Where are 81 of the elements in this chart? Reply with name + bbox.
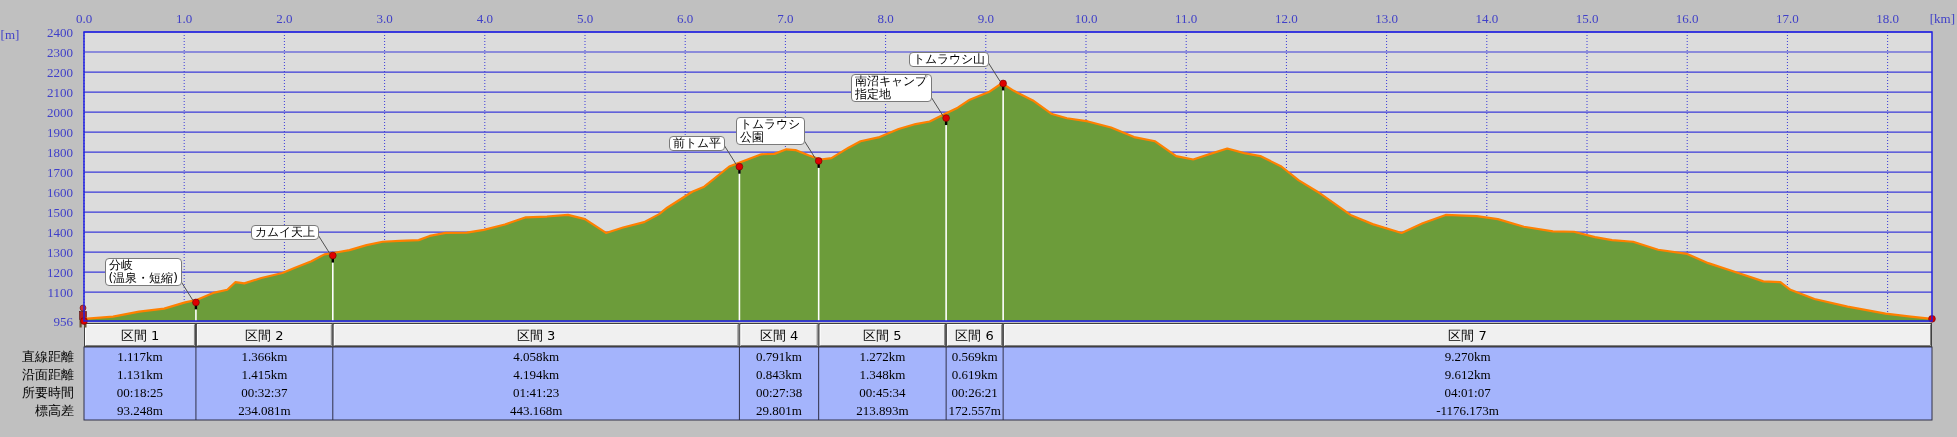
text: 443.168m	[509, 403, 563, 419]
text: 1.366km	[241, 348, 288, 364]
y-tick-label: 2400	[47, 24, 73, 40]
text: 234.081m	[238, 403, 291, 419]
text: 00:26:21	[951, 385, 998, 401]
x-tick-label: 18.0	[1876, 10, 1899, 26]
text: 00:18:25	[116, 385, 164, 401]
y-tick-label: 1900	[47, 124, 73, 140]
text: 00:32:37	[241, 385, 288, 401]
x-tick-label: 4.0	[476, 10, 493, 26]
text: 1.415km	[241, 366, 288, 382]
text: 1.117km	[117, 348, 163, 364]
annotation: 南沼キャンプ指定地	[851, 74, 933, 103]
y-tick-label: 1400	[47, 224, 73, 240]
category-label: 区間 7	[1448, 327, 1487, 343]
y-tick-label: 956	[53, 313, 74, 329]
category-label: 標高差	[35, 403, 74, 419]
y-tick-label: 2100	[47, 84, 73, 100]
y-tick-label: 1600	[47, 184, 73, 200]
x-tick-label: 0.0	[75, 10, 93, 26]
y-tick-label: 1100	[47, 284, 73, 300]
annotation: トムラウシ山	[909, 52, 990, 68]
text: 0.843km	[756, 366, 802, 382]
text: -1176.173m	[1436, 403, 1499, 419]
y-tick-label: 2200	[47, 64, 73, 80]
x-axis-title: [km]	[1929, 10, 1955, 26]
x-tick-label: 9.0	[977, 10, 994, 26]
text: 29.801m	[756, 403, 802, 419]
x-tick-label: 15.0	[1575, 10, 1599, 26]
x-tick-label: 3.0	[376, 10, 393, 26]
text: 1.348km	[859, 366, 906, 382]
text: 93.248m	[117, 403, 163, 419]
x-tick-label: 8.0	[877, 10, 894, 26]
x-tick-label: 12.0	[1275, 10, 1298, 26]
x-tick-label: 17.0	[1776, 10, 1799, 26]
y-tick-label: 1800	[47, 144, 73, 160]
annotation: 前トム平	[669, 135, 726, 151]
annotation: 分岐 (温泉・短縮)	[104, 258, 182, 287]
text: 0.569km	[951, 348, 998, 364]
text: 04:01:07	[1444, 385, 1491, 401]
category-label: 区間 2	[245, 327, 284, 343]
y-tick-label: 1300	[47, 244, 73, 260]
text: 00:45:34	[859, 385, 906, 401]
x-tick-label: 5.0	[576, 10, 594, 26]
text: 0.619km	[951, 366, 998, 382]
text: 9.612km	[1444, 366, 1491, 382]
x-tick-label: 11.0	[1175, 10, 1198, 26]
x-tick-label: 14.0	[1475, 10, 1499, 26]
x-tick-label: 7.0	[777, 10, 794, 26]
category-label: 区間 6	[955, 327, 994, 343]
y-tick-label: 1700	[47, 164, 73, 180]
y-tick-label: 1500	[47, 204, 73, 220]
y-tick-label: 2300	[47, 44, 73, 60]
category-label: 区間 1	[120, 327, 160, 343]
text: 00:27:38	[755, 385, 803, 401]
text: 1.131km	[117, 366, 163, 382]
annotation: トムラウシ公園	[735, 116, 805, 145]
x-tick-label: 2.0	[276, 10, 293, 26]
y-axis-title: [m]	[0, 26, 20, 42]
x-tick-label: 6.0	[677, 10, 694, 26]
category-label: 沿面距離	[22, 366, 74, 382]
x-tick-label: 13.0	[1375, 10, 1398, 26]
y-tick-label: 1200	[47, 264, 73, 280]
category-label: 所要時間	[22, 385, 74, 401]
category-label: 区間 5	[863, 327, 902, 343]
y-tick-label: 2000	[47, 104, 73, 120]
text: 0.791km	[756, 348, 802, 364]
text: 01:41:23	[512, 385, 560, 401]
category-label: 区間 4	[759, 327, 799, 343]
x-tick-label: 16.0	[1675, 10, 1699, 26]
text: 213.893m	[856, 403, 909, 419]
text: 4.058km	[513, 348, 560, 364]
text: 9.270km	[1444, 348, 1491, 364]
text: 172.557m	[948, 403, 1001, 419]
annotation: カムイ天上	[250, 224, 319, 240]
text: 4.194km	[513, 366, 560, 382]
x-tick-label: 1.0	[176, 10, 193, 26]
text: 1.272km	[859, 348, 906, 364]
category-label: 区間 3	[516, 327, 556, 343]
category-label: 直線距離	[22, 348, 74, 364]
x-tick-label: 10.0	[1074, 10, 1098, 26]
